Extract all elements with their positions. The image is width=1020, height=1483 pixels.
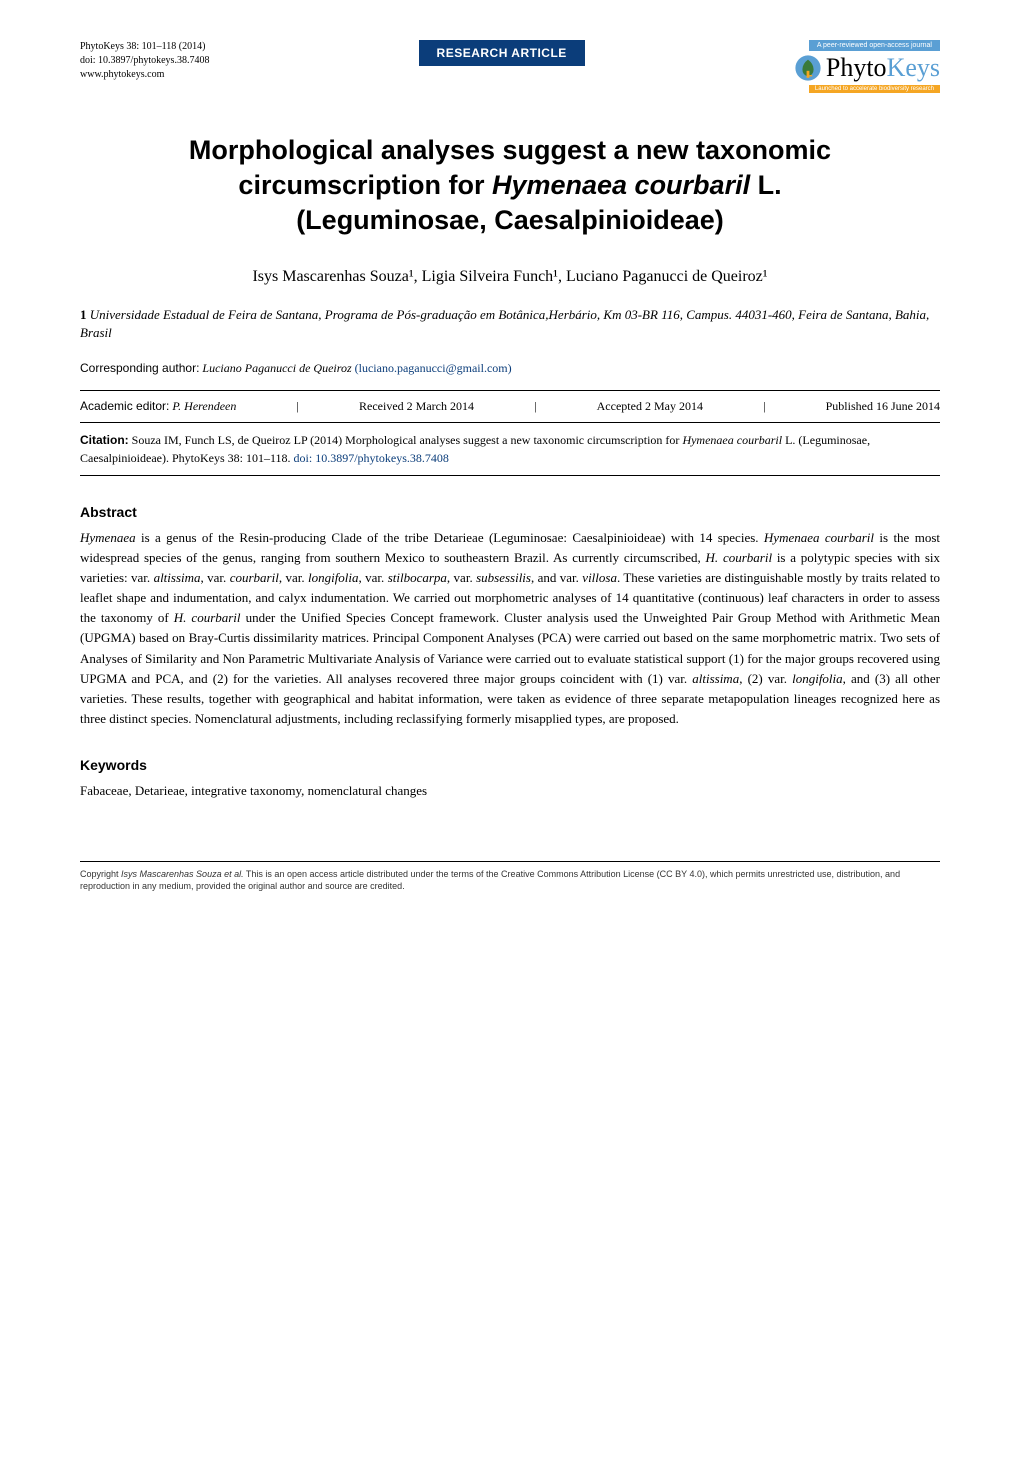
- divider-pipe: |: [534, 399, 536, 414]
- doi-line: doi: 10.3897/phytokeys.38.7408: [80, 54, 209, 68]
- abstract-ital: villosa: [582, 570, 617, 585]
- abstract-ital: stilbocarpa: [388, 570, 447, 585]
- abstract-ital: longifolia: [792, 671, 843, 686]
- citation: Citation: Souza IM, Funch LS, de Queiroz…: [80, 431, 940, 467]
- abstract-ital: H. courbaril: [706, 550, 773, 565]
- divider: [80, 390, 940, 391]
- authors: Isys Mascarenhas Souza¹, Ligia Silveira …: [80, 268, 940, 286]
- peer-review-bar: A peer-reviewed open-access journal: [809, 40, 940, 51]
- copyright-text1: Copyright: [80, 869, 121, 879]
- citation-ital: Hymenaea courbaril: [682, 433, 782, 447]
- received-date: Received 2 March 2014: [359, 399, 474, 414]
- abstract-ital: courbaril: [230, 570, 279, 585]
- research-article-badge: RESEARCH ARTICLE: [419, 40, 585, 66]
- url-line[interactable]: www.phytokeys.com: [80, 68, 209, 82]
- editor-segment: Academic editor: P. Herendeen: [80, 399, 236, 414]
- title-line3: (Leguminosae, Caesalpinioideae): [296, 205, 724, 235]
- abstract-text: is a genus of the Resin-producing Clade …: [136, 530, 764, 545]
- keywords-body: Fabaceae, Detarieae, integrative taxonom…: [80, 781, 940, 801]
- editor-name: P. Herendeen: [169, 399, 236, 413]
- corresponding-name: Luciano Paganucci de Queiroz: [199, 361, 354, 375]
- title-line2c: L.: [750, 170, 782, 200]
- keywords-heading: Keywords: [80, 757, 940, 773]
- journal-logo-block: A peer-reviewed open-access journal Phyt…: [794, 40, 940, 93]
- citation-doi[interactable]: doi: 10.3897/phytokeys.38.7408: [294, 451, 449, 465]
- divider-pipe: |: [296, 399, 298, 414]
- citation-text1: Souza IM, Funch LS, de Queiroz LP (2014)…: [129, 433, 683, 447]
- abstract-ital: altissima: [154, 570, 201, 585]
- copyright: Copyright Isys Mascarenhas Souza et al. …: [80, 868, 940, 893]
- abstract-text: , (2) var.: [739, 671, 792, 686]
- divider: [80, 422, 940, 423]
- title-line1: Morphological analyses suggest a new tax…: [189, 135, 831, 165]
- header-meta: PhytoKeys 38: 101–118 (2014) doi: 10.389…: [80, 40, 209, 82]
- abstract-ital: Hymenaea courbaril: [764, 530, 874, 545]
- editor-label: Academic editor:: [80, 399, 169, 413]
- header-row: PhytoKeys 38: 101–118 (2014) doi: 10.389…: [80, 40, 940, 93]
- abstract-text: , var.: [359, 570, 388, 585]
- abstract-body: Hymenaea is a genus of the Resin-produci…: [80, 528, 940, 729]
- corresponding-author: Corresponding author: Luciano Paganucci …: [80, 361, 940, 376]
- affiliation: 1 Universidade Estadual de Feira de Sant…: [80, 306, 940, 342]
- logo-keys: Keys: [887, 53, 940, 82]
- published-date: Published 16 June 2014: [826, 399, 940, 414]
- corresponding-label: Corresponding author:: [80, 361, 199, 375]
- abstract-heading: Abstract: [80, 504, 940, 520]
- article-title: Morphological analyses suggest a new tax…: [100, 133, 920, 238]
- title-line2b: Hymenaea courbaril: [492, 170, 750, 200]
- abstract-ital: altissima: [692, 671, 739, 686]
- editor-dates-line: Academic editor: P. Herendeen | Received…: [80, 399, 940, 414]
- accepted-date: Accepted 2 May 2014: [597, 399, 703, 414]
- affiliation-text: Universidade Estadual de Feira de Santan…: [80, 307, 929, 340]
- abstract-text: , var.: [279, 570, 308, 585]
- abstract-ital: longifolia: [308, 570, 359, 585]
- abstract-text: , and var.: [531, 570, 582, 585]
- logo-row: PhytoKeys: [794, 53, 940, 83]
- abstract-text: , var.: [447, 570, 476, 585]
- abstract-ital: H. courbaril: [174, 610, 241, 625]
- corresponding-email[interactable]: (luciano.paganucci@gmail.com): [355, 361, 512, 375]
- copyright-ital: Isys Mascarenhas Souza et al.: [121, 869, 244, 879]
- title-line2a: circumscription for: [238, 170, 492, 200]
- leaf-key-icon: [794, 54, 822, 82]
- logo-phyto: Phyto: [826, 53, 887, 82]
- journal-line: PhytoKeys 38: 101–118 (2014): [80, 40, 209, 54]
- logo-tagline: Launched to accelerate biodiversity rese…: [809, 85, 940, 93]
- abstract-text: , var.: [201, 570, 230, 585]
- logo-text: PhytoKeys: [826, 53, 940, 83]
- footer-divider: [80, 861, 940, 862]
- abstract-ital: subsessilis: [476, 570, 531, 585]
- divider-pipe: |: [763, 399, 765, 414]
- abstract-ital: Hymenaea: [80, 530, 136, 545]
- divider: [80, 475, 940, 476]
- citation-label: Citation:: [80, 433, 129, 447]
